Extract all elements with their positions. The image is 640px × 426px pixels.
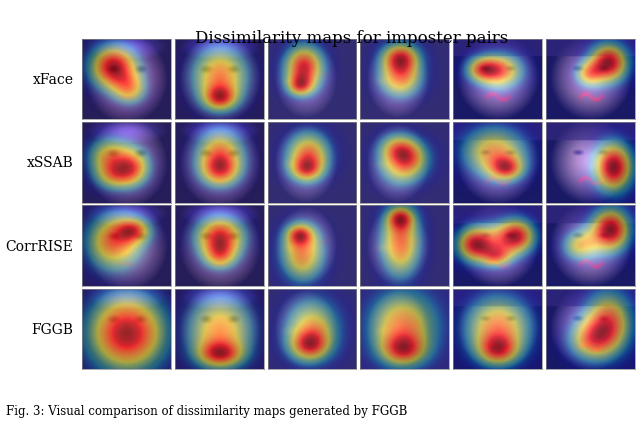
Text: Fig. 3: Visual comparison of dissimilarity maps generated by FGGB: Fig. 3: Visual comparison of dissimilari…	[6, 405, 408, 417]
Text: Dissimilarity maps for imposter pairs: Dissimilarity maps for imposter pairs	[195, 30, 509, 47]
Text: xFace: xFace	[33, 73, 74, 87]
Text: CorrRISE: CorrRISE	[6, 239, 74, 253]
Text: xSSAB: xSSAB	[27, 156, 74, 170]
Text: FGGB: FGGB	[31, 322, 74, 336]
